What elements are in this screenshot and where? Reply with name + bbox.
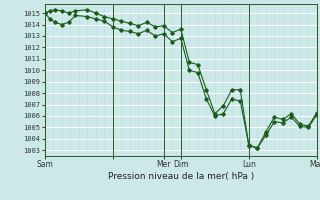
X-axis label: Pression niveau de la mer( hPa ): Pression niveau de la mer( hPa ) [108, 172, 254, 181]
